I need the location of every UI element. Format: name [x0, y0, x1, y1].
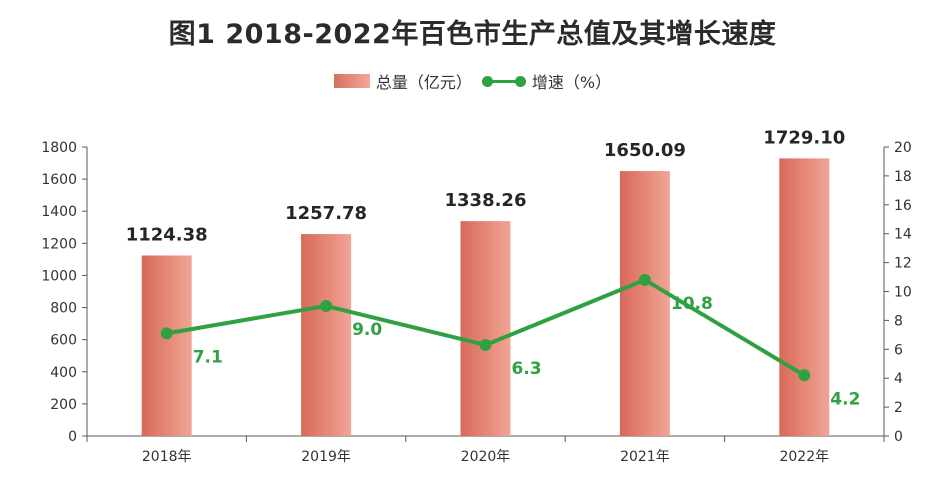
y-left-tick-label: 600	[50, 333, 77, 349]
y-right-tick-label: 12	[894, 256, 912, 272]
y-right-tick-label: 20	[894, 140, 912, 156]
y-right-tick-label: 16	[894, 198, 912, 214]
y-left-tick-label: 1400	[41, 204, 77, 220]
bar-data-label: 1729.10	[763, 127, 845, 148]
bar-data-label: 1650.09	[604, 140, 686, 161]
y-right-tick-label: 6	[894, 342, 903, 358]
growth-data-label: 10.8	[671, 294, 713, 314]
y-right-tick-label: 2	[894, 400, 903, 416]
legend-label-growth: 增速（%）	[531, 73, 612, 92]
bar	[301, 234, 352, 436]
bar	[619, 171, 670, 436]
legend-item-growth: 增速（%）	[481, 69, 612, 93]
chart-title: 图1 2018-2022年百色市生产总值及其增长速度	[168, 19, 777, 50]
y-right-tick-label: 18	[894, 169, 912, 185]
growth-point	[798, 369, 811, 382]
legend-label-total: 总量（亿元）	[375, 73, 472, 92]
y-left-tick-label: 1000	[41, 268, 77, 284]
bar-data-label: 1338.26	[445, 190, 527, 211]
growth-data-label: 9.0	[352, 320, 382, 340]
y-right-tick-label: 8	[894, 313, 903, 329]
y-left-tick-label: 1200	[41, 236, 77, 252]
x-tick-label: 2021年	[620, 449, 670, 465]
growth-data-label: 4.2	[830, 389, 860, 409]
bar	[460, 221, 511, 436]
bar	[141, 255, 192, 436]
legend-line-swatch	[481, 74, 526, 88]
growth-point	[320, 299, 333, 312]
y-left-tick-label: 0	[68, 429, 77, 445]
y-right-tick-label: 4	[894, 371, 903, 387]
legend-bar-swatch	[333, 74, 370, 88]
bar	[779, 158, 830, 436]
growth-point	[638, 273, 651, 286]
y-right-tick-label: 10	[894, 285, 912, 301]
x-tick-label: 2022年	[779, 449, 829, 465]
x-tick-label: 2018年	[142, 449, 192, 465]
y-left-tick-label: 1600	[41, 172, 77, 188]
legend-item-total: 总量（亿元）	[333, 69, 472, 93]
y-right-tick-label: 0	[894, 429, 903, 445]
bar-data-label: 1257.78	[285, 203, 367, 224]
bar-data-label: 1124.38	[126, 224, 208, 245]
legend: 总量（亿元） 增速（%）	[0, 68, 945, 94]
y-left-tick-label: 1800	[41, 140, 77, 156]
y-left-tick-label: 800	[50, 301, 77, 317]
growth-data-label: 6.3	[512, 359, 542, 379]
growth-point	[160, 327, 173, 340]
y-left-tick-label: 200	[50, 397, 77, 413]
y-right-tick-label: 14	[894, 227, 912, 243]
growth-data-label: 7.1	[193, 347, 223, 367]
x-tick-label: 2020年	[461, 449, 511, 465]
y-left-tick-label: 400	[50, 365, 77, 381]
growth-point	[479, 338, 492, 351]
x-tick-label: 2019年	[301, 449, 351, 465]
